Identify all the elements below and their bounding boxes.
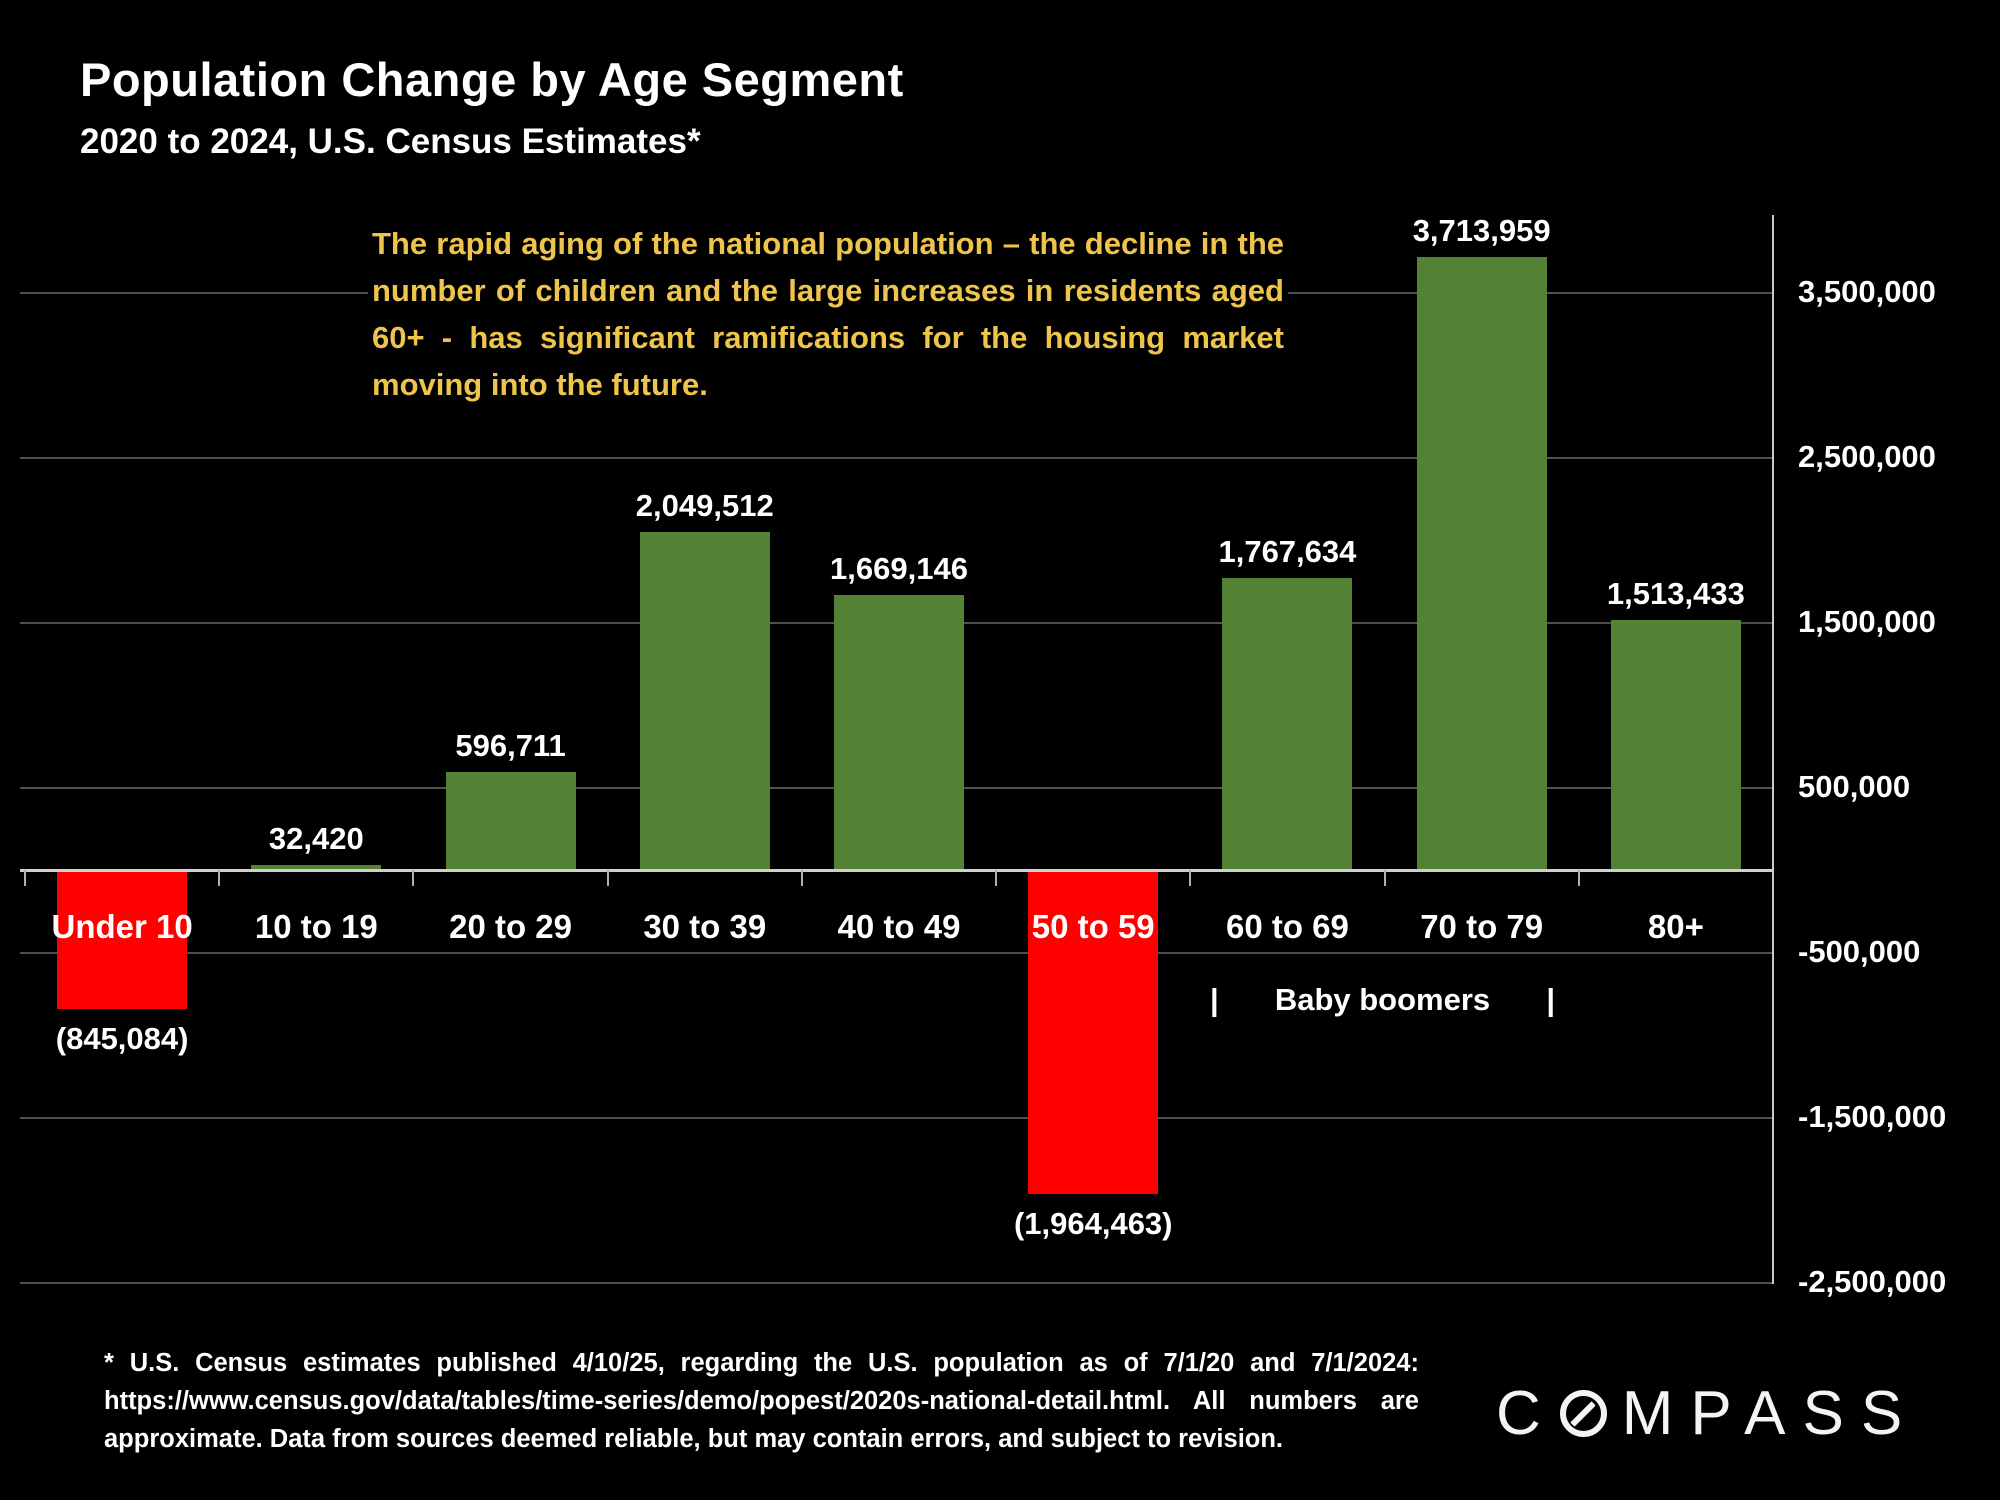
category-boundary-tick xyxy=(606,870,609,886)
page-title: Population Change by Age Segment xyxy=(80,53,904,106)
category-label: 40 to 49 xyxy=(837,908,961,945)
y-axis-tick-label: 2,500,000 xyxy=(1798,438,1936,474)
bar-value-label: 3,713,959 xyxy=(1412,213,1551,249)
bracket-right-pipe: | xyxy=(1546,982,1555,1017)
category-label: 50 to 59 xyxy=(1031,908,1155,945)
bar-under-10 xyxy=(57,870,188,1010)
category-label: 20 to 29 xyxy=(449,908,572,945)
bar-20-to-29 xyxy=(445,771,576,870)
bar-40-to-49 xyxy=(834,594,964,870)
bar-value-label: 32,420 xyxy=(268,820,364,856)
y-axis-tick-label: 500,000 xyxy=(1798,768,1911,804)
baby-boomers-bracket: | Baby boomers | xyxy=(1210,982,1555,1018)
category-boundary-tick xyxy=(1189,870,1192,886)
bar-50-to-59 xyxy=(1028,870,1159,1195)
gridline xyxy=(20,1116,1773,1119)
bar-10-to-19 xyxy=(251,864,382,870)
x-axis-zero-line xyxy=(20,869,1773,872)
logo-text-pre: C xyxy=(1496,1379,1558,1448)
y-axis-tick-label: -1,500,000 xyxy=(1798,1098,1947,1134)
y-axis-tick-label: -2,500,000 xyxy=(1798,1263,1947,1299)
bar-value-label: 596,711 xyxy=(455,727,566,763)
category-label: 70 to 79 xyxy=(1420,908,1544,945)
bar-value-label: 1,513,433 xyxy=(1606,576,1745,612)
compass-logo: C MPASS xyxy=(1496,1378,1919,1449)
bar-30-to-39 xyxy=(639,531,770,870)
category-boundary-tick xyxy=(1383,870,1386,886)
source-footnote: * U.S. Census estimates published 4/10/2… xyxy=(104,1349,1419,1453)
category-boundary-tick xyxy=(218,870,221,886)
bar-value-label: (1,964,463) xyxy=(1013,1206,1173,1242)
gridline xyxy=(20,456,1773,459)
gridline xyxy=(20,1281,1773,1284)
page-subtitle: 2020 to 2024, U.S. Census Estimates* xyxy=(80,122,701,161)
compass-needle-icon xyxy=(1559,1390,1607,1437)
bracket-left-pipe: | xyxy=(1210,982,1219,1017)
bar-80- xyxy=(1610,620,1741,870)
baby-boomers-label: Baby boomers xyxy=(1274,982,1491,1017)
bar-value-label: 2,049,512 xyxy=(635,487,774,523)
bar-70-to-79 xyxy=(1416,257,1547,870)
category-boundary-tick xyxy=(995,870,998,886)
category-boundary-tick xyxy=(412,870,415,886)
category-label: 30 to 39 xyxy=(643,908,767,945)
bar-value-label: 1,767,634 xyxy=(1218,534,1357,570)
bar-value-label: (845,084) xyxy=(55,1021,189,1057)
y-axis-tick-label: -500,000 xyxy=(1798,933,1921,969)
category-boundary-tick xyxy=(24,870,26,886)
y-axis-tick-label: 3,500,000 xyxy=(1798,273,1936,309)
bar-60-to-69 xyxy=(1222,578,1353,870)
logo-text-post: MPASS xyxy=(1621,1379,1920,1448)
y-axis-line xyxy=(1772,215,1774,1284)
gridline xyxy=(20,951,1773,954)
category-label: 10 to 19 xyxy=(254,908,378,945)
category-label: 60 to 69 xyxy=(1225,908,1349,945)
category-label: Under 10 xyxy=(51,908,193,945)
bar-value-label: 1,669,146 xyxy=(830,550,968,586)
category-label: 80+ xyxy=(1647,908,1704,945)
category-boundary-tick xyxy=(800,870,803,886)
category-boundary-tick xyxy=(1577,870,1580,886)
y-axis-tick-label: 1,500,000 xyxy=(1798,603,1936,639)
annotation-text: The rapid aging of the national populati… xyxy=(368,218,1288,410)
